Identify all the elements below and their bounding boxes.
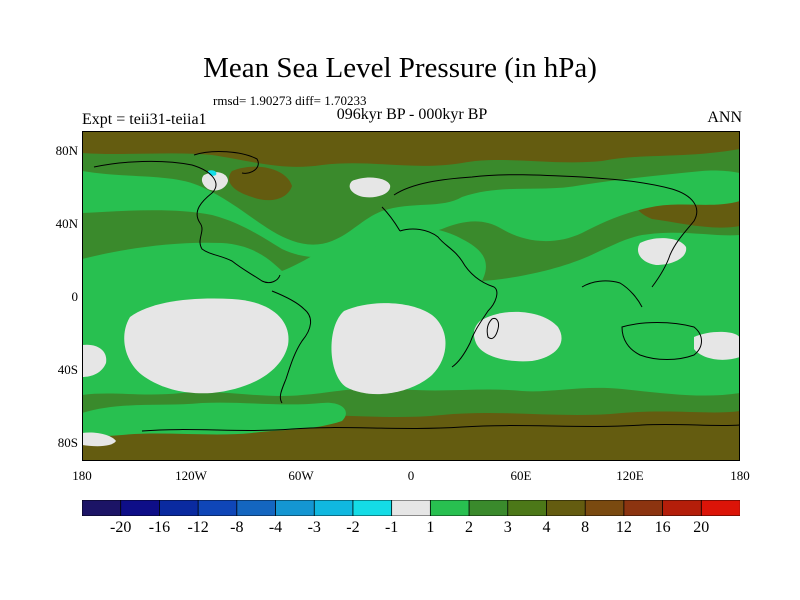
lon-tick-label: 180 — [730, 468, 750, 483]
north-atlantic-grey — [349, 177, 391, 198]
colorbar-swatch — [197, 500, 238, 516]
colorbar — [82, 500, 740, 516]
arctic-high-band — [82, 131, 740, 167]
colorbar-label: 16 — [654, 519, 671, 536]
southern-green-patch — [82, 402, 346, 436]
colorbar-label: 8 — [581, 519, 590, 536]
colorbar-label: -3 — [307, 519, 321, 536]
colorbar-label: 20 — [693, 519, 710, 536]
plot-title: Mean Sea Level Pressure (in hPa) — [203, 52, 597, 84]
colorbar-label: -20 — [110, 519, 132, 536]
lat-tick-label: 0 — [71, 289, 79, 304]
colorbar-swatch — [546, 500, 586, 516]
colorbar-swatch — [584, 500, 625, 516]
map-frame — [82, 131, 740, 461]
northern-green-band — [82, 170, 740, 258]
colorbar-label: 3 — [503, 519, 512, 536]
period-label: 096kyr BP - 000kyr BP — [336, 106, 488, 123]
colorbar-label: 4 — [542, 519, 551, 536]
lon-tick-label: 60W — [288, 468, 314, 483]
south-atlantic-grey — [331, 303, 446, 395]
colorbar-swatch — [159, 500, 199, 516]
west-edge-grey — [82, 344, 107, 377]
colorbar-swatch — [313, 500, 354, 516]
lon-tick-label: 180 — [72, 468, 92, 483]
indian-ocean-grey — [473, 311, 562, 362]
colorbar-label: -2 — [346, 519, 360, 536]
colorbar-swatch — [429, 500, 470, 516]
experiment-label: Expt = teii31-teiia1 — [82, 111, 207, 128]
south-pacific-grey — [124, 298, 289, 394]
colorbar-label: -8 — [230, 519, 244, 536]
colorbar-swatch — [275, 500, 315, 516]
lat-tick-label: 40N — [55, 216, 78, 231]
pressure-map — [82, 131, 740, 461]
colorbar-swatch — [507, 500, 548, 516]
stats-label: rmsd= 1.90273 diff= 1.70233 — [213, 93, 367, 108]
colorbar-swatch — [352, 500, 393, 516]
colorbar-label: -12 — [187, 519, 209, 536]
colorbar-swatch — [700, 500, 740, 516]
colorbar-swatch — [662, 500, 703, 516]
antarctic-edge-grey — [82, 432, 116, 447]
west-pacific-grey — [637, 238, 687, 265]
lon-tick-label: 60E — [510, 468, 532, 483]
colorbar-label: -16 — [148, 519, 171, 536]
lon-tick-label: 0 — [407, 468, 415, 483]
colorbar-label: -4 — [268, 519, 283, 536]
colorbar-swatch — [236, 500, 277, 516]
colorbar-swatch — [468, 500, 509, 516]
greenland-brown — [228, 166, 292, 201]
tasman-grey — [694, 331, 740, 360]
colorbar-swatch — [391, 500, 432, 516]
colorbar-swatch — [82, 500, 122, 516]
colorbar-swatch — [120, 500, 161, 516]
colorbar-label: 12 — [615, 519, 632, 536]
colorbar-label: 2 — [465, 519, 474, 536]
lat-tick-label: 80S — [57, 435, 78, 450]
lon-tick-label: 120W — [175, 468, 207, 483]
season-label: ANN — [707, 109, 742, 126]
coastlines — [93, 151, 740, 432]
lat-tick-label: 40S — [57, 362, 78, 377]
lon-tick-label: 120E — [616, 468, 644, 483]
colorbar-label: 1 — [426, 519, 435, 536]
lat-tick-label: 80N — [55, 143, 78, 158]
colorbar-label: -1 — [384, 519, 399, 536]
colorbar-swatch — [623, 500, 664, 516]
